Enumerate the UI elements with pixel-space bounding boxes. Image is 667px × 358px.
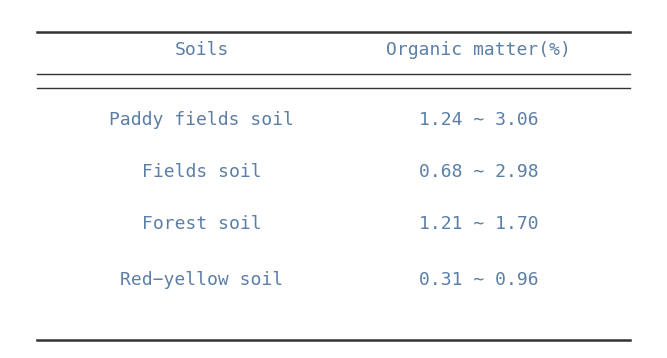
Text: 1.24 ∼ 3.06: 1.24 ∼ 3.06 xyxy=(419,111,538,129)
Text: Fields soil: Fields soil xyxy=(142,163,261,181)
Text: Organic matter(%): Organic matter(%) xyxy=(386,40,571,59)
Text: 0.31 ∼ 0.96: 0.31 ∼ 0.96 xyxy=(419,271,538,289)
Text: 1.21 ∼ 1.70: 1.21 ∼ 1.70 xyxy=(419,216,538,233)
Text: Forest soil: Forest soil xyxy=(142,216,261,233)
Text: Red−yellow soil: Red−yellow soil xyxy=(120,271,283,289)
Text: 0.68 ∼ 2.98: 0.68 ∼ 2.98 xyxy=(419,163,538,181)
Text: Paddy fields soil: Paddy fields soil xyxy=(109,111,294,129)
Text: Soils: Soils xyxy=(175,40,229,59)
